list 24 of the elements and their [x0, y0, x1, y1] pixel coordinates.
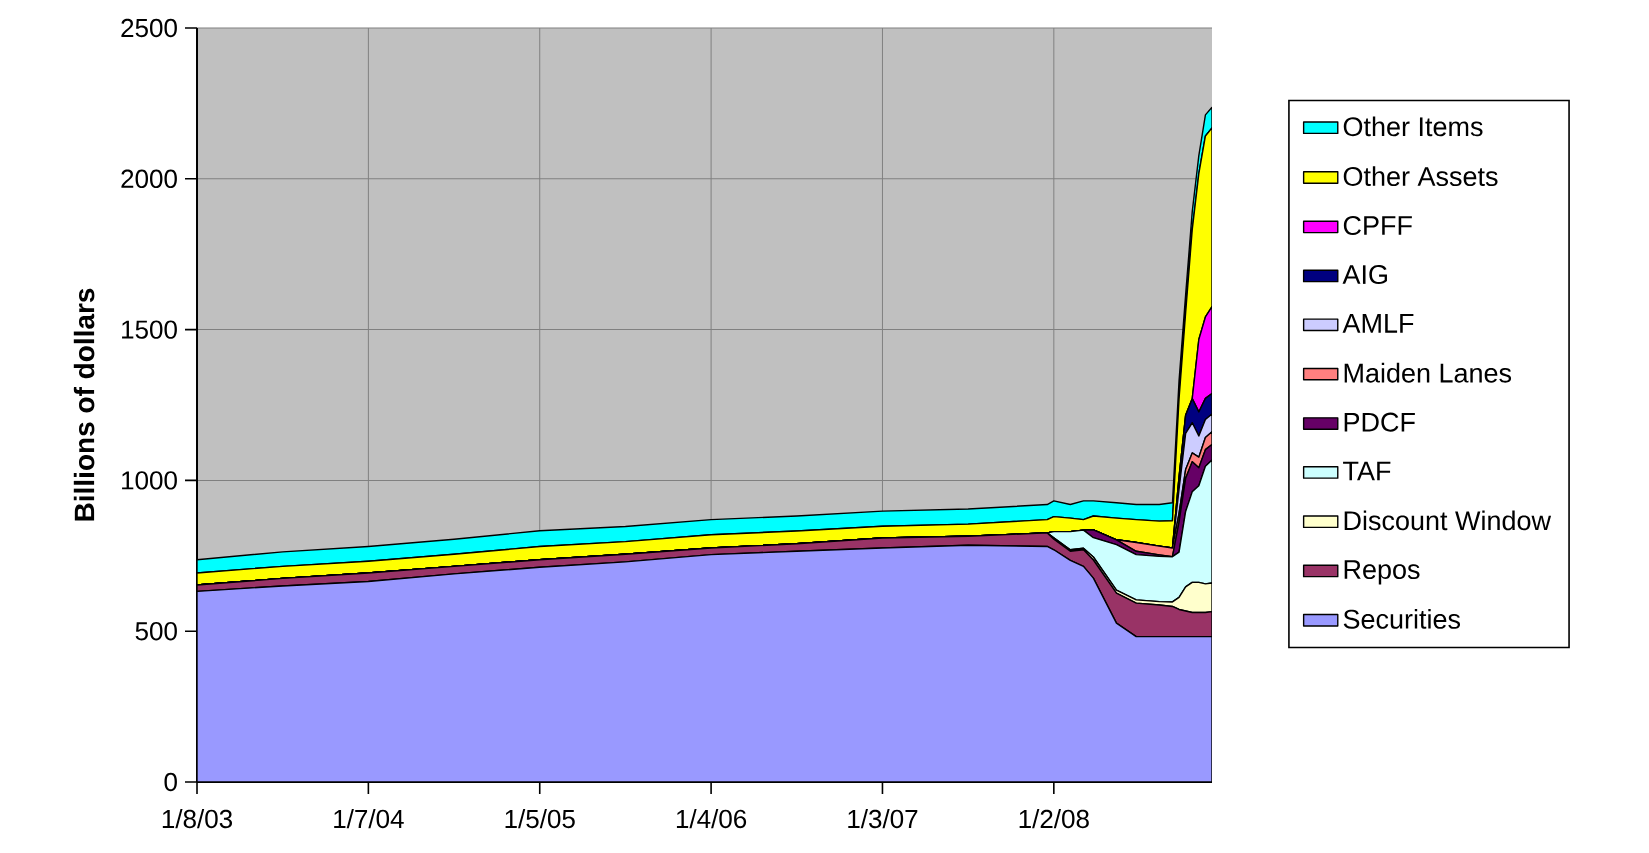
x-tick-label: 1/2/08 — [1019, 809, 1089, 829]
x-tick-label: 1/7/04 — [334, 809, 404, 829]
x-tick-label: 1/3/07 — [848, 809, 918, 829]
legend-label: PDCF — [1344, 412, 1415, 432]
y-tick-label: 0 — [164, 772, 177, 792]
legend-label: AIG — [1342, 265, 1387, 285]
legend-label: TAF — [1343, 461, 1391, 481]
y-axis-title: Billions of dollars — [73, 288, 95, 521]
y-tick-label: 2000 — [121, 169, 177, 188]
y-tick-label: 2500 — [121, 18, 177, 38]
legend-label: Repos — [1344, 560, 1420, 585]
y-tick-label: 500 — [135, 621, 177, 641]
legend-label: Securities — [1343, 608, 1461, 629]
legend-label: Other Assets — [1343, 166, 1498, 187]
x-tick-label: 1/5/05 — [505, 809, 575, 829]
x-tick-label: 1/4/06 — [676, 809, 747, 829]
y-tick-label: 1500 — [122, 320, 177, 339]
legend-label: Other Items — [1343, 116, 1483, 137]
legend-label: Maiden Lanes — [1344, 362, 1512, 383]
legend-label: Discount Window — [1344, 510, 1552, 531]
x-tick-label: 1/8/03 — [162, 809, 233, 829]
legend-label: AMLF — [1342, 314, 1414, 333]
y-tick-label: 1000 — [122, 471, 177, 490]
legend-label: CPFF — [1343, 215, 1412, 236]
